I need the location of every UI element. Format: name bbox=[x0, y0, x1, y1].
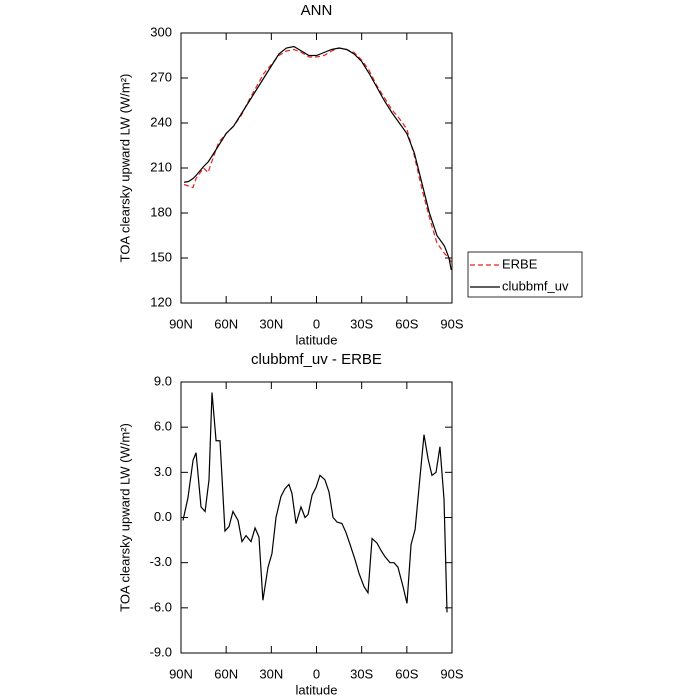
chart-title: clubbmf_uv - ERBE bbox=[251, 351, 382, 368]
x-tick-label: 30S bbox=[350, 666, 373, 681]
y-tick-label: 150 bbox=[150, 249, 172, 264]
y-tick-label: 120 bbox=[150, 294, 172, 309]
y-tick-label: 240 bbox=[150, 114, 172, 129]
y-tick-label: 9.0 bbox=[154, 373, 172, 388]
y-tick-label: 3.0 bbox=[154, 464, 172, 479]
data-line bbox=[182, 392, 448, 613]
x-tick-label: 30N bbox=[259, 666, 283, 681]
legend-label: clubbmf_uv bbox=[502, 278, 569, 293]
legend-label: ERBE bbox=[502, 256, 538, 271]
x-axis-label: latitude bbox=[296, 332, 338, 347]
legend-box bbox=[467, 251, 583, 298]
plot-frame bbox=[180, 381, 453, 654]
x-tick-label: 90N bbox=[169, 666, 193, 681]
x-tick-label: 90S bbox=[440, 316, 463, 331]
y-tick-label: 0.0 bbox=[154, 509, 172, 524]
x-tick-label: 60N bbox=[214, 316, 238, 331]
plot-frame bbox=[180, 32, 453, 304]
x-tick-label: 30S bbox=[350, 316, 373, 331]
y-tick-label: -9.0 bbox=[150, 644, 172, 659]
y-axis-label: TOA clearsky upward LW (W/m²) bbox=[117, 423, 132, 612]
x-tick-label: 0 bbox=[313, 666, 320, 681]
y-axis-label: TOA clearsky upward LW (W/m²) bbox=[117, 74, 132, 263]
y-tick-label: 180 bbox=[150, 204, 172, 219]
y-tick-label: 270 bbox=[150, 69, 172, 84]
y-tick-label: 210 bbox=[150, 159, 172, 174]
x-axis-label: latitude bbox=[296, 682, 338, 697]
data-line bbox=[183, 45, 452, 271]
x-tick-label: 30N bbox=[259, 316, 283, 331]
x-tick-label: 60S bbox=[395, 666, 418, 681]
y-tick-label: -3.0 bbox=[150, 554, 172, 569]
y-tick-label: 6.0 bbox=[154, 419, 172, 434]
x-tick-label: 90S bbox=[440, 666, 463, 681]
y-tick-label: -6.0 bbox=[150, 599, 172, 614]
x-tick-label: 60N bbox=[214, 666, 238, 681]
data-line bbox=[183, 47, 452, 263]
chart-title: ANN bbox=[301, 2, 333, 19]
x-tick-label: 60S bbox=[395, 316, 418, 331]
y-tick-label: 300 bbox=[150, 24, 172, 39]
x-tick-label: 0 bbox=[313, 316, 320, 331]
x-tick-label: 90N bbox=[169, 316, 193, 331]
